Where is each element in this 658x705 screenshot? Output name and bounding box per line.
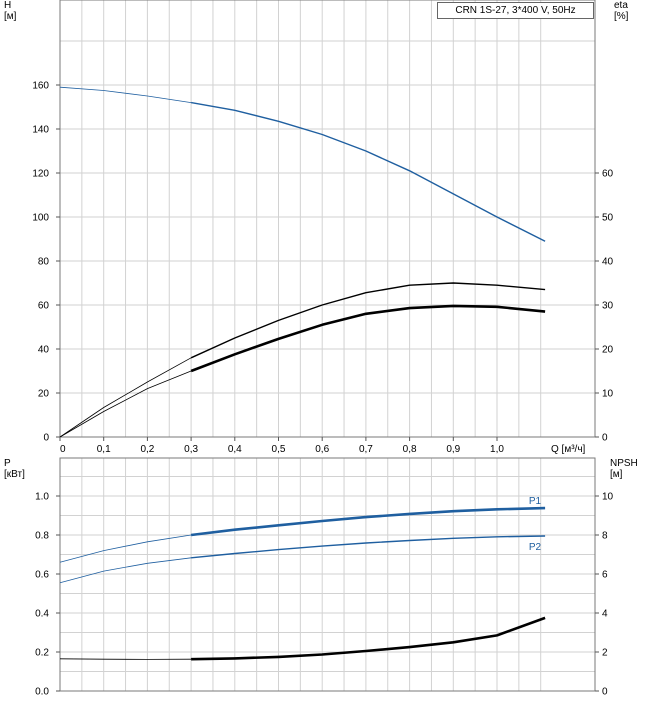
bottom-series-1-line (191, 535, 546, 559)
x-tick-label: 0 (60, 444, 66, 455)
top-series-2-extension-line (59, 370, 192, 438)
bottom-left-tick-label: 0.6 (35, 570, 49, 581)
bottom-right-tick-label: 0 (602, 687, 608, 698)
bottom-series-label-p2: P2 (529, 542, 542, 553)
bottom-left-tick-label: 0.2 (35, 648, 49, 659)
x-tick-label: 1,0 (490, 444, 504, 455)
right-axis-title-eta: eta [%] (614, 0, 629, 22)
x-tick-label: 0,6 (315, 444, 329, 455)
top-right-tick-label: 60 (602, 169, 614, 180)
bottom-right-tick-label: 6 (602, 570, 608, 581)
top-right-tick-label: 40 (602, 257, 614, 268)
x-tick-label: 0,3 (184, 444, 198, 455)
top-series-1-extension-line (59, 357, 192, 438)
bottom-series-label-p1: P1 (529, 496, 542, 507)
x-tick-label: 0,5 (272, 444, 286, 455)
top-left-tick-label: 0 (43, 433, 49, 444)
top-left-tick-label: 20 (38, 389, 50, 400)
bottom-right-tick-label: 4 (602, 609, 608, 620)
top-plot-frame (59, 0, 596, 438)
right-axis-title-npsh: NPSH [м] (610, 458, 638, 480)
top-series-1-line (190, 282, 546, 359)
top-right-tick-label: 30 (602, 301, 614, 312)
top-left-tick-label: 100 (32, 213, 49, 224)
bottom-series-1-extension-line (59, 557, 192, 584)
top-left-tick-label: 80 (38, 257, 50, 268)
bottom-left-tick-label: 0.0 (35, 687, 49, 698)
top-left-tick-label: 120 (32, 169, 49, 180)
x-tick-label: 0,9 (446, 444, 460, 455)
top-series-0-line (190, 101, 546, 242)
top-series-0-extension-line (59, 86, 192, 103)
x-tick-label: 0,7 (359, 444, 373, 455)
top-series-2-line (190, 304, 546, 373)
bottom-left-tick-label: 0.4 (35, 609, 49, 620)
top-right-tick-label: 0 (602, 433, 608, 444)
chart-title: CRN 1S-27, 3*400 V, 50Hz (437, 2, 594, 19)
top-right-tick-label: 10 (602, 389, 614, 400)
x-tick-label: 0,1 (97, 444, 111, 455)
x-tick-label: 0,2 (140, 444, 154, 455)
bottom-right-tick-label: 2 (602, 648, 608, 659)
bottom-series-2-line (191, 616, 546, 661)
x-tick-label: 0,4 (228, 444, 242, 455)
top-right-tick-label: 20 (602, 345, 614, 356)
top-right-tick-label: 50 (602, 213, 614, 224)
bottom-right-tick-label: 10 (602, 492, 614, 503)
top-left-tick-label: 160 (32, 81, 49, 92)
bottom-right-tick-label: 8 (602, 531, 608, 542)
bottom-series-2-extension-line (59, 658, 192, 660)
bottom-left-tick-label: 1.0 (35, 492, 49, 503)
bottom-left-tick-label: 0.8 (35, 531, 49, 542)
bottom-series-0-extension-line (59, 534, 192, 563)
top-left-tick-label: 40 (38, 345, 50, 356)
top-left-tick-label: 140 (32, 125, 49, 136)
x-axis-label: Q [м³/ч] (551, 444, 586, 455)
top-left-tick-label: 60 (38, 301, 50, 312)
left-axis-title-h: H [м] (4, 0, 17, 22)
x-tick-label: 0,8 (403, 444, 417, 455)
bottom-series-0-line (190, 506, 546, 537)
left-axis-title-p: P [кВт] (4, 458, 25, 480)
